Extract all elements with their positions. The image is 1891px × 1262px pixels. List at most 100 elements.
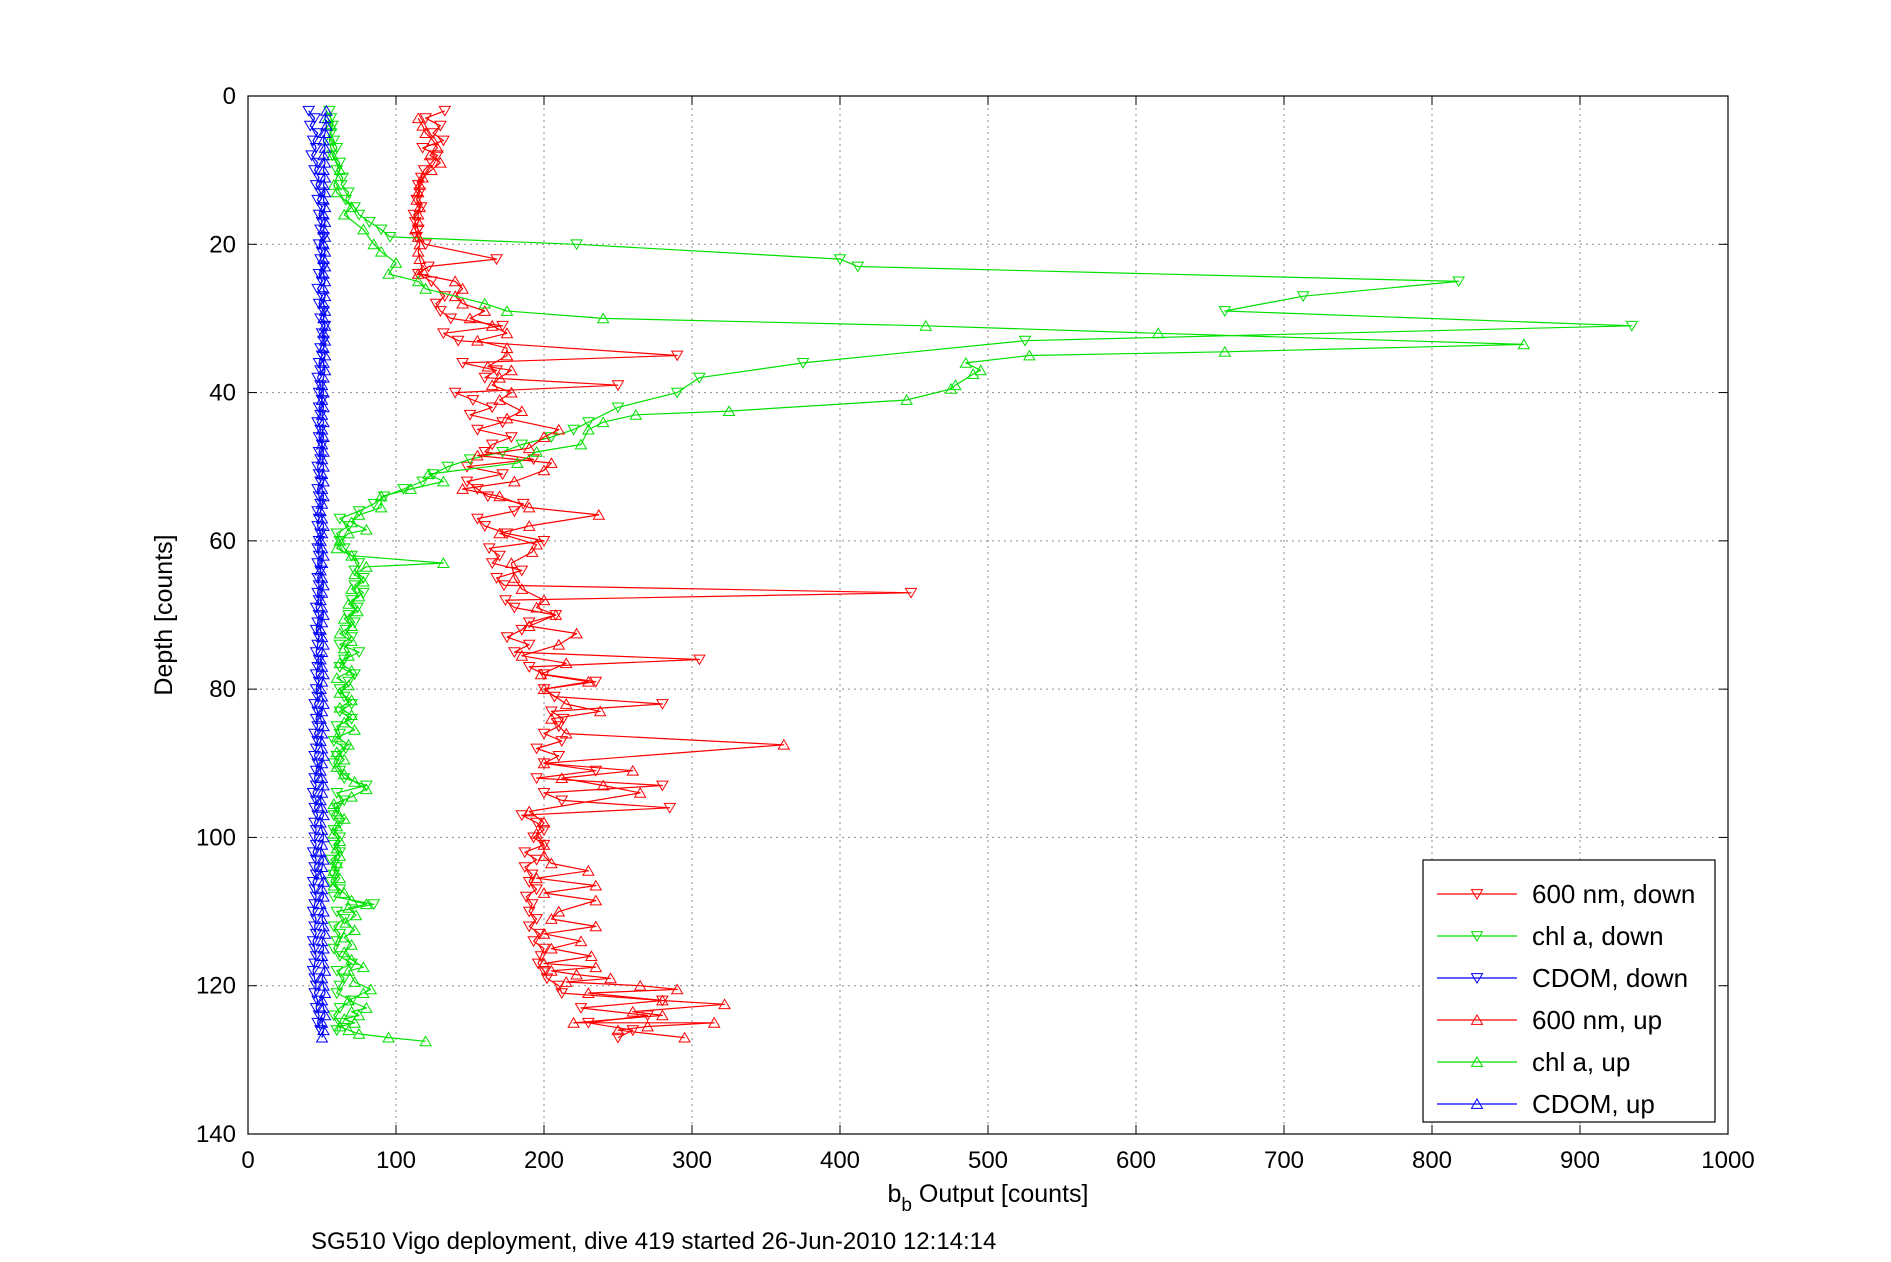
data-point-600-nm-up	[411, 208, 425, 220]
data-point-cdom-down	[309, 669, 323, 681]
data-point-cdom-up	[318, 1009, 332, 1021]
data-point-600-nm-up	[419, 127, 432, 138]
data-point-600-nm-down	[522, 906, 536, 918]
data-point-600-nm-up	[537, 927, 551, 939]
data-point-cdom-up	[318, 127, 332, 138]
data-point-cdom-up	[317, 208, 330, 220]
data-point-chl-a-up	[342, 597, 355, 609]
data-point-chl-a-up	[345, 516, 358, 528]
data-point-chl-a-up	[349, 909, 363, 921]
data-point-cdom-down	[312, 654, 326, 666]
data-point-600-nm-up	[411, 112, 425, 124]
data-point-cdom-down	[309, 765, 323, 777]
data-point-chl-a-up	[330, 842, 344, 854]
data-point-chl-a-down	[397, 484, 410, 495]
x-axis-label-text: Output [counts]	[912, 1180, 1089, 1208]
data-point-600-nm-up	[413, 179, 427, 190]
data-point-600-nm-down	[537, 825, 551, 836]
data-point-cdom-up	[317, 416, 330, 428]
data-point-chl-a-up	[348, 568, 361, 580]
data-point-chl-a-up	[330, 731, 344, 743]
series-600-nm-up	[408, 112, 791, 1043]
data-point-cdom-down	[314, 454, 327, 466]
legend-label: 600 nm, down	[1532, 879, 1695, 909]
data-point-cdom-up	[318, 364, 332, 376]
data-point-cdom-down	[309, 624, 323, 636]
data-point-cdom-down	[311, 128, 324, 139]
data-point-chl-a-up	[345, 549, 358, 561]
data-point-600-nm-up	[413, 201, 427, 213]
data-point-chl-a-up	[1151, 327, 1165, 339]
data-point-600-nm-down	[530, 914, 543, 925]
data-point-cdom-up	[317, 342, 330, 353]
data-point-600-nm-up	[552, 638, 566, 650]
data-point-cdom-up	[320, 119, 333, 131]
data-point-600-nm-down	[426, 128, 440, 139]
data-point-cdom-down	[312, 536, 326, 547]
data-point-cdom-up	[315, 972, 329, 984]
data-point-cdom-up	[315, 705, 329, 717]
data-point-cdom-up	[314, 764, 327, 776]
data-point-600-nm-down	[522, 617, 536, 629]
data-point-600-nm-up	[434, 156, 447, 168]
data-point-600-nm-down	[490, 365, 503, 377]
data-point-cdom-down	[309, 713, 323, 725]
data-point-600-nm-up	[530, 827, 543, 839]
data-point-cdom-up	[314, 735, 327, 746]
data-point-600-nm-down	[478, 447, 492, 458]
data-point-chl-a-up	[345, 709, 358, 720]
data-point-cdom-down	[308, 988, 321, 1000]
data-point-cdom-up	[317, 164, 330, 175]
data-point-cdom-up	[317, 475, 330, 487]
data-point-chl-a-up	[333, 164, 347, 175]
data-point-cdom-up	[315, 1016, 329, 1028]
data-point-cdom-down	[311, 157, 324, 169]
data-point-600-nm-up	[500, 412, 514, 424]
data-point-600-nm-up	[552, 905, 566, 917]
data-point-600-nm-down	[460, 476, 474, 488]
data-point-600-nm-up	[481, 360, 495, 372]
legend-box	[1422, 859, 1716, 1123]
data-point-chl-a-up	[357, 223, 370, 235]
data-point-cdom-up	[315, 408, 329, 420]
y-tick-label: 80	[209, 676, 236, 703]
data-point-chl-a-down	[851, 261, 865, 273]
data-point-600-nm-down	[537, 943, 551, 955]
data-point-cdom-up	[315, 838, 329, 850]
data-point-600-nm-up	[537, 464, 551, 476]
data-point-600-nm-down	[537, 536, 551, 547]
legend: 600 nm, down chl a, down CDOM, down 600 nm,…	[1422, 859, 1716, 1123]
data-point-chl-a-down	[330, 143, 344, 154]
data-point-cdom-up	[317, 149, 330, 161]
data-point-chl-a-up	[345, 953, 358, 965]
data-point-600-nm-up	[471, 449, 484, 461]
data-point-600-nm-down	[500, 528, 514, 540]
x-tick-label: 300	[672, 1147, 712, 1174]
data-point-chl-a-down	[330, 788, 344, 799]
data-point-cdom-down	[308, 165, 321, 177]
data-point-cdom-up	[318, 171, 332, 183]
data-point-600-nm-up	[656, 1009, 669, 1021]
data-point-cdom-down	[314, 365, 327, 377]
data-point-chl-a-down	[345, 632, 358, 644]
data-point-chl-a-up	[364, 983, 378, 995]
data-point-600-nm-up	[537, 850, 551, 861]
data-point-cdom-up	[314, 683, 327, 694]
data-point-600-nm-up	[555, 772, 569, 783]
data-point-600-nm-down	[548, 691, 561, 703]
data-point-600-nm-down	[490, 254, 503, 266]
data-point-cdom-down	[312, 447, 326, 458]
data-point-600-nm-up	[478, 305, 492, 316]
data-point-600-nm-up	[552, 423, 566, 435]
legend-label: chl a, up	[1532, 1047, 1630, 1077]
data-point-chl-a-down	[352, 647, 366, 658]
data-point-600-nm-down	[537, 966, 551, 977]
data-point-600-nm-up	[522, 805, 536, 817]
data-point-chl-a-down	[333, 513, 347, 525]
data-point-chl-a-down	[327, 1010, 341, 1022]
data-point-600-nm-up	[411, 186, 425, 198]
data-point-600-nm-down	[505, 432, 518, 443]
data-point-600-nm-up	[493, 527, 506, 539]
data-point-chl-a-up	[419, 282, 432, 294]
data-point-600-nm-down	[478, 372, 492, 384]
